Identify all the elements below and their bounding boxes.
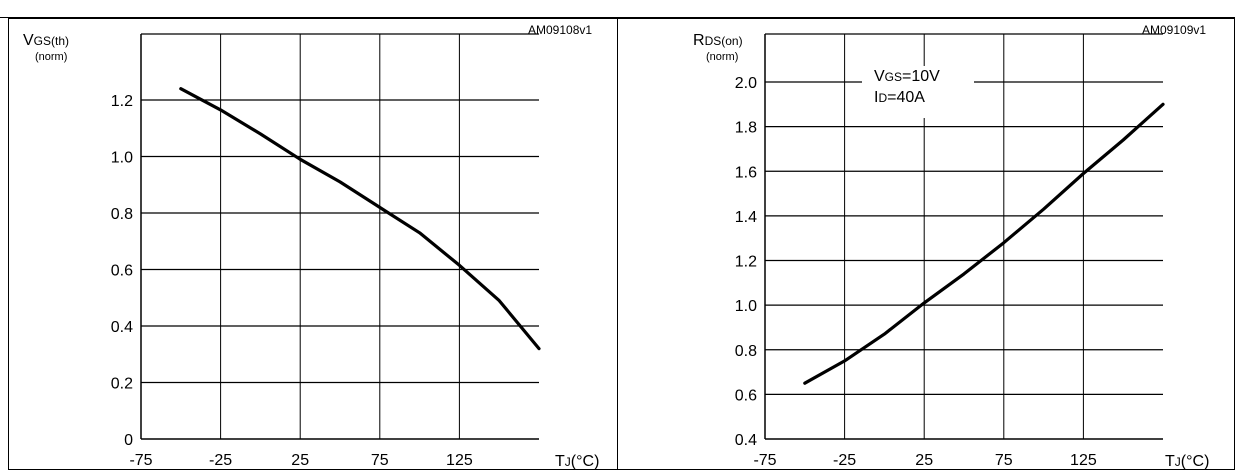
series-line (803, 102, 1165, 385)
x-tick-label: -25 (209, 452, 232, 469)
grid (765, 34, 1163, 439)
series (803, 102, 1165, 385)
y-tick-label: 1.0 (111, 150, 133, 167)
y-axis-title: RDS(on) (693, 32, 743, 49)
x-axis-title: TJ(°C) (555, 453, 599, 470)
y-tick-label: 1.2 (111, 93, 133, 110)
y-tick-label: 1.8 (735, 120, 757, 137)
y-tick-label: 1.4 (735, 209, 757, 226)
x-tick-label: -25 (833, 452, 856, 469)
annotation-id: ID=40A (874, 89, 925, 106)
y-tick-label: 0.6 (111, 263, 133, 280)
x-axis-title: TJ(°C) (1165, 453, 1209, 470)
tick-labels: 0 0.2 0.4 0.6 0.8 1.0 1.2 -75 -25 25 75 125 (111, 93, 473, 469)
series-line (179, 87, 541, 351)
y-tick-label: 1.0 (735, 298, 757, 315)
y-tick-label: 0.8 (111, 206, 133, 223)
y-tick-label: 0.4 (735, 432, 757, 449)
y-tick-label: 0.2 (111, 376, 133, 393)
x-tick-label: 125 (446, 452, 473, 469)
annotation-background (862, 66, 974, 118)
y-tick-label: 0.4 (111, 319, 133, 336)
tick-labels: 0.4 0.6 0.8 1.0 1.2 1.4 1.6 1.8 2.0 -75 -25 25 75 125 (735, 75, 1097, 469)
y-tick-label: 1.2 (735, 254, 757, 271)
y-tick-label: 1.6 (735, 164, 757, 181)
series (179, 87, 541, 351)
axes (764, 33, 1163, 440)
x-tick-label: -75 (753, 452, 776, 469)
y-tick-label: 2.0 (735, 75, 757, 92)
x-tick-label: 75 (995, 452, 1013, 469)
x-tick-label: 25 (915, 452, 933, 469)
grid (141, 34, 539, 439)
x-tick-label: 25 (291, 452, 309, 469)
annotation-vgs: VGS=10V (874, 68, 940, 85)
y-tick-label: 0 (124, 432, 133, 449)
chart-code-label: AM09109v1 (1142, 23, 1206, 37)
y-axis-unit: (norm) (35, 51, 67, 63)
chart-code-label: AM09108v1 (528, 23, 592, 37)
y-tick-label: 0.6 (735, 387, 757, 404)
x-tick-label: -75 (129, 452, 152, 469)
axes (140, 33, 539, 440)
y-tick-label: 0.8 (735, 343, 757, 360)
x-tick-label: 75 (371, 452, 389, 469)
x-tick-label: 125 (1070, 452, 1097, 469)
y-axis-unit: (norm) (706, 51, 738, 63)
top-border (0, 17, 1235, 18)
y-axis-title: VGS(th) (23, 32, 69, 49)
